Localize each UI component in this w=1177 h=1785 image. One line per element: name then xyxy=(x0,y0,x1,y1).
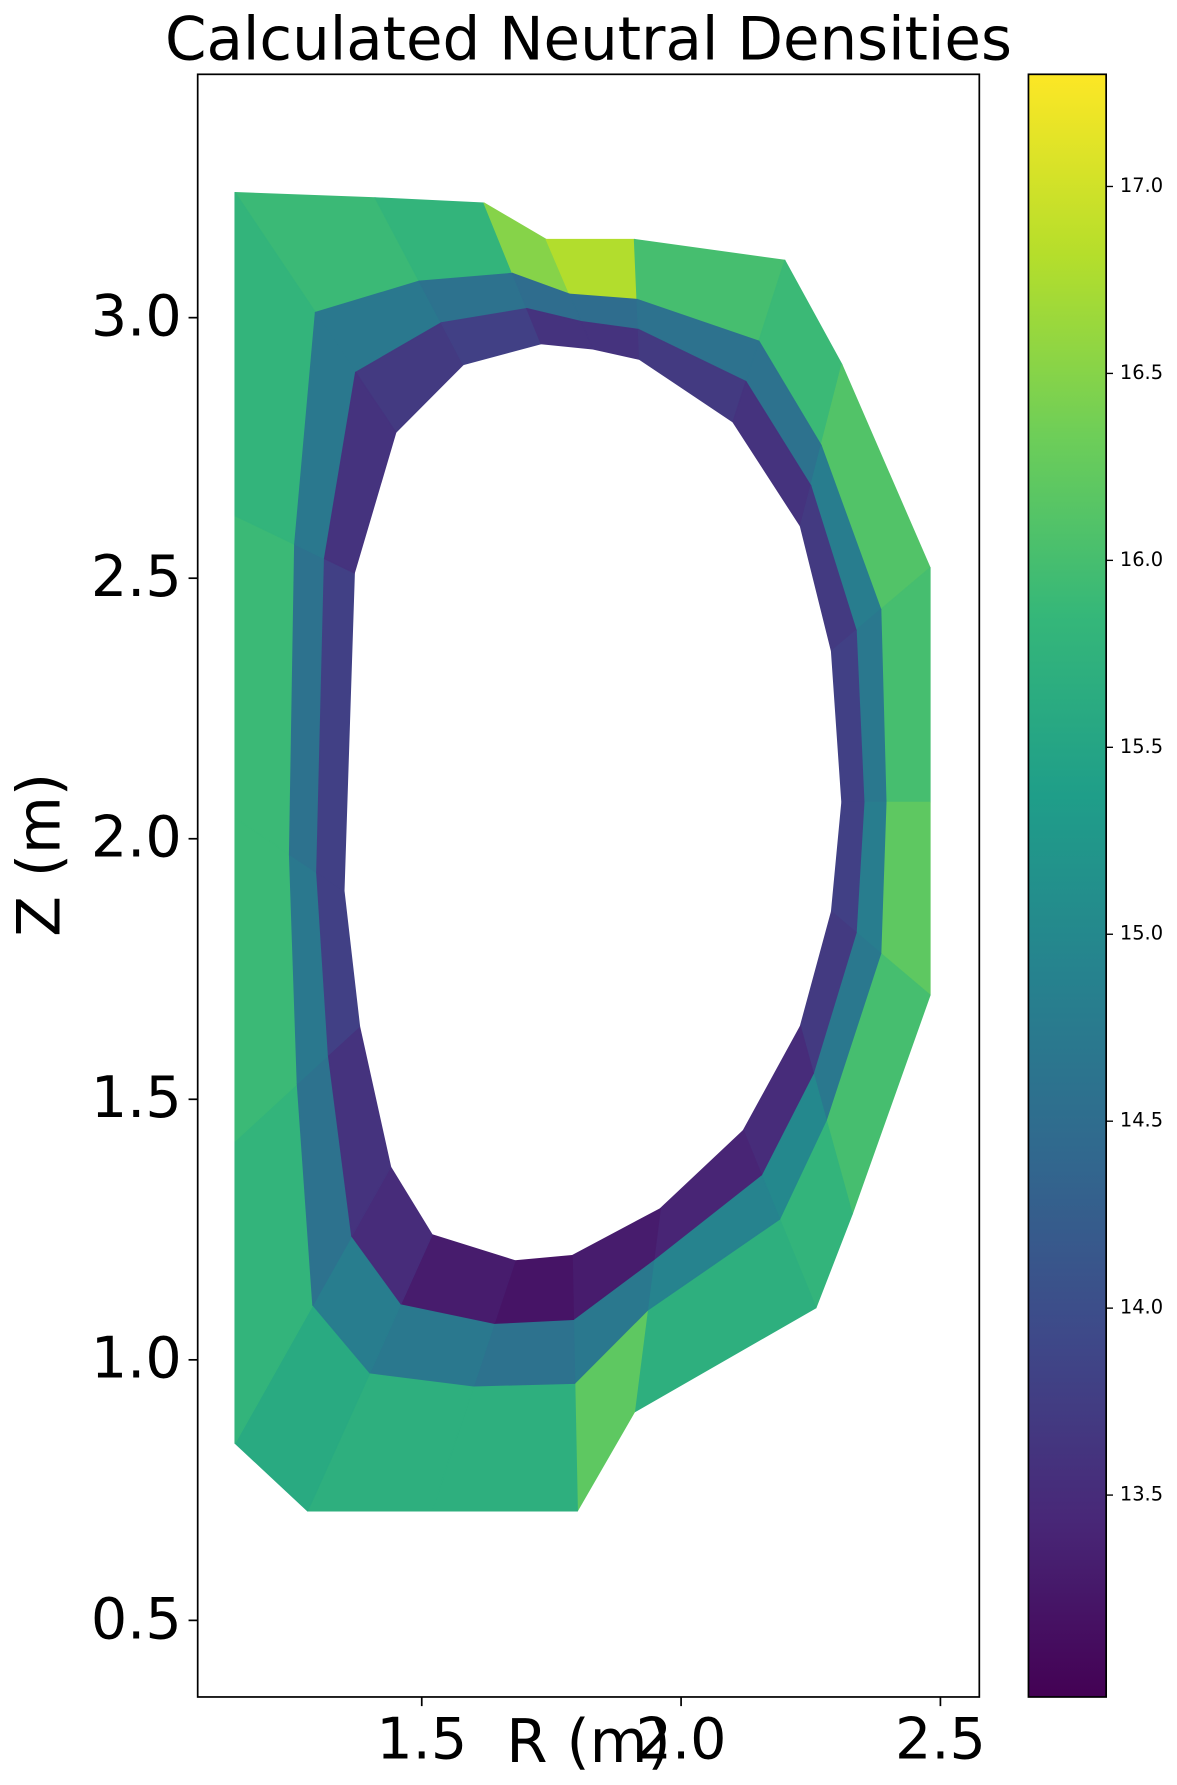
y-tick-label: 0.5 xyxy=(91,1586,182,1652)
y-tick-label: 2.0 xyxy=(91,805,182,871)
colorbar-tick-label: 16.0 xyxy=(1120,548,1163,571)
y-tick-label: 1.0 xyxy=(91,1326,182,1392)
colorbar-tick-label: 14.5 xyxy=(1120,1109,1163,1132)
chart-title: Calculated Neutral Densities xyxy=(165,6,1012,75)
colorbar-tick-label: 15.5 xyxy=(1120,735,1163,758)
plot-frame xyxy=(196,73,981,1698)
colorbar-tick-label: 16.5 xyxy=(1120,361,1163,384)
colorbar-tick-label: 17.0 xyxy=(1120,174,1163,197)
x-tick-label: 2.5 xyxy=(895,1706,986,1772)
y-tick-label: 3.0 xyxy=(91,284,182,350)
colorbar xyxy=(1027,73,1108,1698)
mesh-cell xyxy=(234,817,298,1142)
colorbar-tick-label: 13.5 xyxy=(1120,1483,1163,1506)
mesh-cell xyxy=(880,567,931,803)
colorbar-tick-label: 15.0 xyxy=(1120,922,1163,945)
y-axis-label: Z (m) xyxy=(6,773,75,937)
mesh-cell xyxy=(323,371,397,574)
colorbar-tick-label: 14.0 xyxy=(1120,1296,1163,1319)
x-axis-label: R (m) xyxy=(506,1708,670,1777)
y-tick-label: 2.5 xyxy=(91,544,182,610)
x-tick-label: 1.5 xyxy=(376,1706,467,1772)
mesh-cell xyxy=(234,515,296,855)
y-tick-label: 1.5 xyxy=(91,1065,182,1131)
x-tick-label: 2.0 xyxy=(636,1706,727,1772)
